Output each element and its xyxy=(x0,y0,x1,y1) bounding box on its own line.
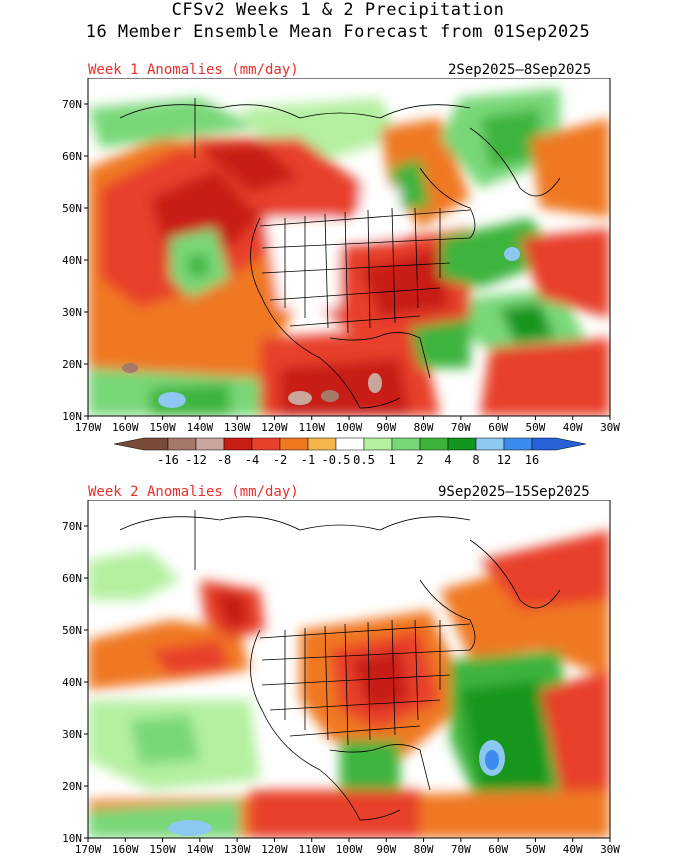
colorbar-label: 1 xyxy=(388,453,395,467)
week1-boundaries xyxy=(119,98,561,409)
week1-lon-tick: 80W xyxy=(414,421,434,434)
colorbar-label: -1 xyxy=(301,453,315,467)
week1-lon-tick: 50W xyxy=(525,421,545,434)
title-line-1: CFSv2 Weeks 1 & 2 Precipitation xyxy=(171,0,505,20)
week1-lon-tick: 60W xyxy=(488,421,508,434)
week1-lat-tick: 30N xyxy=(62,306,82,319)
colorbar-label: -2 xyxy=(273,453,287,467)
week2-label: Week 2 Anomalies (mm/day) xyxy=(88,484,299,500)
colorbar-label: 2 xyxy=(416,453,423,467)
week1-dates: 2Sep2025–8Sep2025 xyxy=(448,62,592,78)
week2-lat-tick: 30N xyxy=(62,728,82,741)
week2-lon-tick: 70W xyxy=(451,843,471,856)
week2-lon-tick: 50W xyxy=(525,843,545,856)
colorbar-swatch xyxy=(363,437,393,451)
week1-lon-tick: 30W xyxy=(600,421,620,434)
week2-axes: 10N 20N 30N 40N 50N 60N 70N 170W 160W 150W 140W 130… xyxy=(62,520,620,856)
week1-lon-tick: 150W xyxy=(149,421,176,434)
colorbar-swatch xyxy=(251,437,281,451)
week1-anomaly-field xyxy=(88,78,610,416)
colorbar-label: 8 xyxy=(472,453,479,467)
week2-dates: 9Sep2025–15Sep2025 xyxy=(438,484,590,500)
colorbar-label: -8 xyxy=(217,453,231,467)
week1-lat-tick: 40N xyxy=(62,254,82,267)
colorbar-swatch xyxy=(195,437,225,451)
week1-axes: 10N 20N 30N 40N 50N 60N 70N 170W 160W 150W 140W 130… xyxy=(62,98,620,434)
week2-lon-tick: 150W xyxy=(149,843,176,856)
colorbar-swatch xyxy=(167,437,197,451)
week2-map: 10N 20N 30N 40N 50N 60N 70N 170W 160W 150W 140W 130… xyxy=(62,500,620,856)
week2-lon-tick: 140W xyxy=(187,843,214,856)
week1-lon-tick: 110W xyxy=(298,421,325,434)
colorbar-swatch xyxy=(531,437,587,451)
week2-lat-tick: 60N xyxy=(62,572,82,585)
colorbar-swatch xyxy=(307,437,337,451)
week2-lon-tick: 110W xyxy=(298,843,325,856)
week1-lon-tick: 70W xyxy=(451,421,471,434)
colorbar-swatch xyxy=(475,437,505,451)
week1-lat-tick: 20N xyxy=(62,358,82,371)
colorbar-swatch xyxy=(391,437,421,451)
colorbar-label: -16 xyxy=(157,453,179,467)
week2-lat-tick: 10N xyxy=(62,832,82,845)
week1-lon-tick: 100W xyxy=(336,421,363,434)
week2-lon-tick: 170W xyxy=(75,843,102,856)
week2-lon-tick: 60W xyxy=(488,843,508,856)
week1-lon-tick: 140W xyxy=(187,421,214,434)
week2-lat-tick: 50N xyxy=(62,624,82,637)
week2-lon-tick: 80W xyxy=(414,843,434,856)
week1-lat-tick: 50N xyxy=(62,202,82,215)
colorbar-swatch xyxy=(223,437,253,451)
week2-lat-tick: 70N xyxy=(62,520,82,533)
week2-lat-tick: 40N xyxy=(62,676,82,689)
week1-lat-tick: 60N xyxy=(62,150,82,163)
week1-lat-tick: 70N xyxy=(62,98,82,111)
week1-label: Week 1 Anomalies (mm/day) xyxy=(88,62,299,78)
week2-lon-tick: 160W xyxy=(112,843,139,856)
colorbar-label: -0.5 xyxy=(322,453,351,467)
week2-lon-tick: 40W xyxy=(563,843,583,856)
colorbar-swatch xyxy=(447,437,477,451)
week1-lon-tick: 160W xyxy=(112,421,139,434)
title-line-2: 16 Member Ensemble Mean Forecast from 01… xyxy=(85,22,591,42)
week2-boundaries xyxy=(119,510,561,821)
week1-map: 10N 20N 30N 40N 50N 60N 70N 170W 160W 150W 140W 130… xyxy=(62,78,620,434)
colorbar-swatch xyxy=(335,437,365,451)
week2-lon-tick: 90W xyxy=(376,843,396,856)
colorbar-label: 0.5 xyxy=(353,453,375,467)
week1-lon-tick: 170W xyxy=(75,421,102,434)
colorbar-swatch xyxy=(419,437,449,451)
colorbar-label: -12 xyxy=(185,453,207,467)
week1-lat-tick: 10N xyxy=(62,410,82,423)
colorbar: -16 -12 -8 -4 -2 -1 -0.5 0.5 1 2 4 8 12 16 xyxy=(113,437,587,467)
week2-anomaly-field xyxy=(88,500,610,838)
week1-lon-tick: 90W xyxy=(376,421,396,434)
colorbar-label: 4 xyxy=(444,453,451,467)
colorbar-swatch xyxy=(113,437,169,451)
colorbar-label: 12 xyxy=(497,453,511,467)
colorbar-swatch xyxy=(279,437,309,451)
colorbar-label: 16 xyxy=(525,453,539,467)
week2-lon-tick: 100W xyxy=(336,843,363,856)
week2-lon-tick: 130W xyxy=(224,843,251,856)
week2-lon-tick: 120W xyxy=(261,843,288,856)
colorbar-label: -4 xyxy=(245,453,259,467)
week2-lon-tick: 30W xyxy=(600,843,620,856)
week1-lon-tick: 40W xyxy=(563,421,583,434)
week1-lon-tick: 120W xyxy=(261,421,288,434)
colorbar-swatch xyxy=(503,437,533,451)
week1-lon-tick: 130W xyxy=(224,421,251,434)
week2-lat-tick: 20N xyxy=(62,780,82,793)
